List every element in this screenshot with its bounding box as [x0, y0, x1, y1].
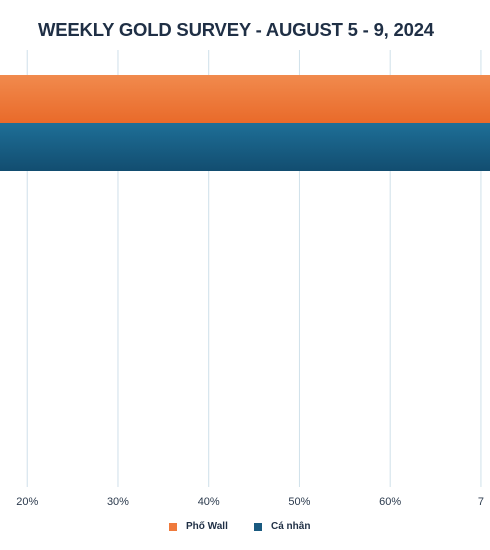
bar-pho-wall — [0, 75, 490, 123]
bar-ca-nhan — [0, 123, 490, 171]
x-tick-label: 20% — [16, 496, 38, 508]
legend-label-ca-nhan: Cá nhân — [271, 521, 311, 532]
x-tick-label: 40% — [198, 496, 220, 508]
x-axis-ticks: 20% 30% 40% 50% 60% 7 — [16, 496, 484, 508]
legend-item-pho-wall[interactable]: Phố Wall — [169, 521, 228, 532]
x-tick-label: 50% — [288, 496, 310, 508]
legend: Phố Wall Cá nhân — [0, 521, 490, 537]
x-tick-label: 7 — [478, 496, 484, 508]
gridlines — [26, 50, 482, 487]
chart-title: WEEKLY GOLD SURVEY - AUGUST 5 - 9, 2024 — [38, 19, 434, 40]
legend-label-pho-wall: Phố Wall — [186, 521, 228, 532]
legend-item-ca-nhan[interactable]: Cá nhân — [254, 521, 310, 532]
legend-swatch-pho-wall — [169, 522, 177, 531]
bars — [0, 75, 490, 171]
x-tick-label: 60% — [379, 496, 401, 508]
legend-swatch-ca-nhan — [254, 522, 262, 531]
x-tick-label: 30% — [107, 496, 129, 508]
